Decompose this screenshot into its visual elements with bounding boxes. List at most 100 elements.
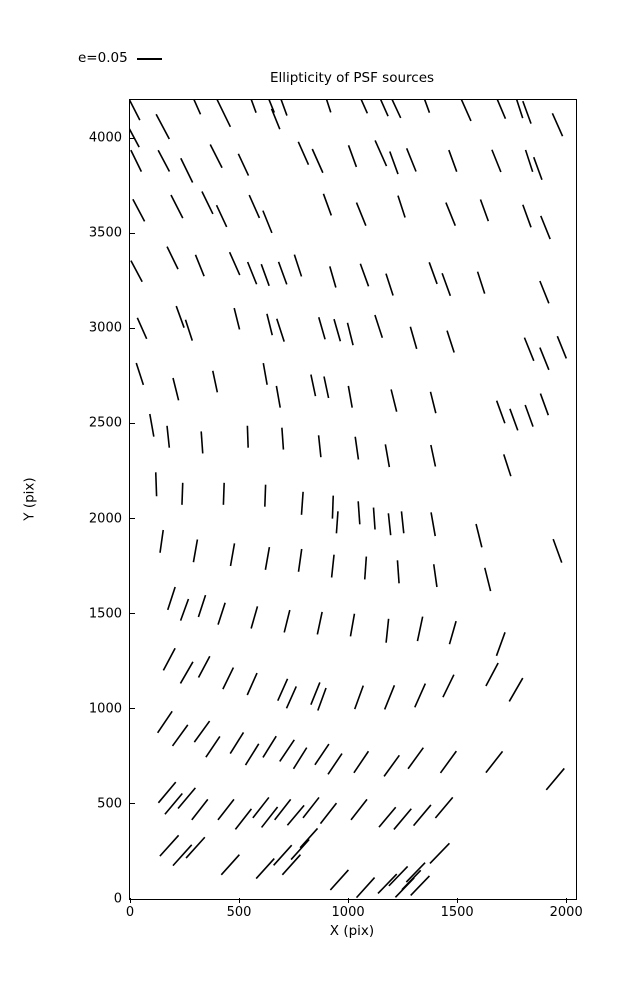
ellipticity-whisker: [293, 254, 303, 277]
ellipticity-whisker: [171, 724, 189, 747]
ellipticity-whisker: [524, 149, 534, 173]
ellipticity-whisker: [323, 376, 330, 399]
ellipticity-whisker: [396, 560, 400, 584]
x-axis-tick: [347, 898, 349, 903]
ellipticity-whisker: [175, 305, 185, 328]
ellipticity-whisker: [434, 796, 454, 819]
ellipticity-whisker: [374, 140, 388, 167]
ellipticity-whisker: [162, 647, 176, 671]
ellipticity-whisker: [439, 750, 457, 774]
ellipticity-whisker: [194, 254, 205, 277]
ellipticity-whisker: [522, 100, 532, 124]
whisker-plot-canvas: [130, 100, 568, 899]
x-axis-label: X (pix): [329, 923, 375, 939]
ellipticity-whisker: [383, 754, 400, 777]
ellipticity-whisker: [508, 677, 524, 702]
ellipticity-whisker: [523, 337, 535, 362]
ellipticity-whisker: [319, 802, 338, 825]
ellipticity-whisker: [388, 865, 409, 887]
ellipticity-whisker: [136, 317, 148, 340]
ellipticity-whisker: [274, 798, 292, 821]
ellipticity-whisker: [317, 687, 327, 711]
ellipticity-whisker: [387, 513, 392, 536]
ellipticity-whisker: [445, 202, 457, 227]
ellipticity-whisker: [193, 100, 202, 115]
ellipticity-whisker: [130, 149, 143, 173]
ellipticity-whisker: [177, 787, 196, 810]
ellipticity-whisker: [275, 385, 281, 408]
ellipticity-whisker: [539, 280, 550, 304]
ellipticity-whisker: [355, 877, 376, 899]
y-axis-tick-label: 1500: [88, 606, 122, 622]
ellipticity-whisker: [491, 149, 502, 173]
y-axis-tick: [130, 232, 135, 234]
ellipticity-whisker: [509, 408, 519, 431]
ellipticity-whisker: [441, 272, 452, 297]
ellipticity-whisker: [197, 594, 207, 618]
y-axis-tick: [130, 422, 135, 424]
y-axis-tick: [130, 327, 135, 329]
ellipticity-whisker: [414, 683, 427, 708]
ellipticity-whisker: [377, 873, 398, 895]
ellipticity-whisker: [281, 854, 302, 876]
y-axis-tick-label: 500: [97, 796, 122, 812]
ellipticity-whisker: [310, 374, 317, 397]
ellipticity-whisker: [220, 854, 240, 876]
ellipticity-whisker: [164, 793, 183, 815]
ellipticity-whisker: [393, 808, 412, 830]
ellipticity-whisker: [260, 806, 279, 828]
ellipticity-whisker: [329, 266, 337, 288]
ellipticity-whisker: [460, 100, 472, 122]
ellipticity-whisker: [264, 547, 271, 570]
ellipticity-whisker: [135, 362, 145, 386]
ellipticity-whisker: [215, 204, 228, 228]
ellipticity-whisker: [405, 862, 426, 883]
ellipticity-whisker: [335, 511, 339, 534]
ellipticity-whisker: [347, 145, 358, 168]
ellipticity-whisker: [383, 684, 396, 710]
ellipticity-whisker: [329, 869, 349, 891]
y-axis-tick-label: 1000: [88, 701, 122, 717]
ellipticity-whisker: [285, 686, 298, 709]
y-axis-tick: [130, 518, 135, 520]
ellipticity-whisker: [349, 613, 356, 637]
ellipticity-whisker: [250, 606, 259, 629]
ellipticity-whisker: [495, 632, 506, 657]
ellipticity-whisker: [268, 100, 276, 113]
ellipticity-whisker: [270, 108, 281, 130]
ellipticity-whisker: [180, 157, 194, 183]
ellipticity-whisker: [209, 144, 223, 169]
ellipticity-whisker: [181, 482, 184, 505]
ellipticity-whisker: [331, 495, 335, 519]
y-axis-tick: [130, 898, 135, 900]
y-axis-tick: [130, 803, 135, 805]
ellipticity-whisker: [299, 827, 319, 849]
ellipticity-whisker: [216, 100, 232, 128]
x-axis-tick: [129, 898, 131, 903]
y-axis-tick-label: 0: [113, 891, 122, 907]
ellipticity-whisker: [400, 511, 405, 534]
ellipticity-whisker: [157, 149, 171, 172]
ellipticity-whisker: [255, 857, 275, 880]
legend-label: e=0.05: [78, 50, 128, 67]
y-axis-tick-label: 2000: [88, 511, 122, 527]
ellipticity-whisker: [166, 425, 171, 448]
ellipticity-whisker: [539, 347, 550, 371]
ellipticity-whisker: [359, 263, 370, 287]
ellipticity-whisker: [448, 149, 458, 172]
ellipticity-whisker: [246, 425, 249, 448]
ellipticity-scale-legend: e=0.05: [78, 48, 162, 70]
ellipticity-whisker: [429, 842, 450, 864]
ellipticity-whisker: [201, 191, 214, 215]
ellipticity-whisker: [428, 262, 438, 285]
page-title: Ellipticity of PSF sources: [269, 70, 435, 86]
ellipticity-whisker: [353, 750, 370, 774]
ellipticity-whisker: [429, 391, 437, 414]
ellipticity-whisker: [273, 844, 293, 866]
ellipticity-whisker: [407, 747, 424, 770]
ellipticity-whisker: [384, 444, 391, 468]
ellipticity-whisker: [286, 804, 305, 826]
y-axis-tick-label: 3000: [88, 320, 122, 336]
x-axis-tick-label: 2000: [549, 905, 583, 920]
ellipticity-whisker: [292, 747, 308, 770]
